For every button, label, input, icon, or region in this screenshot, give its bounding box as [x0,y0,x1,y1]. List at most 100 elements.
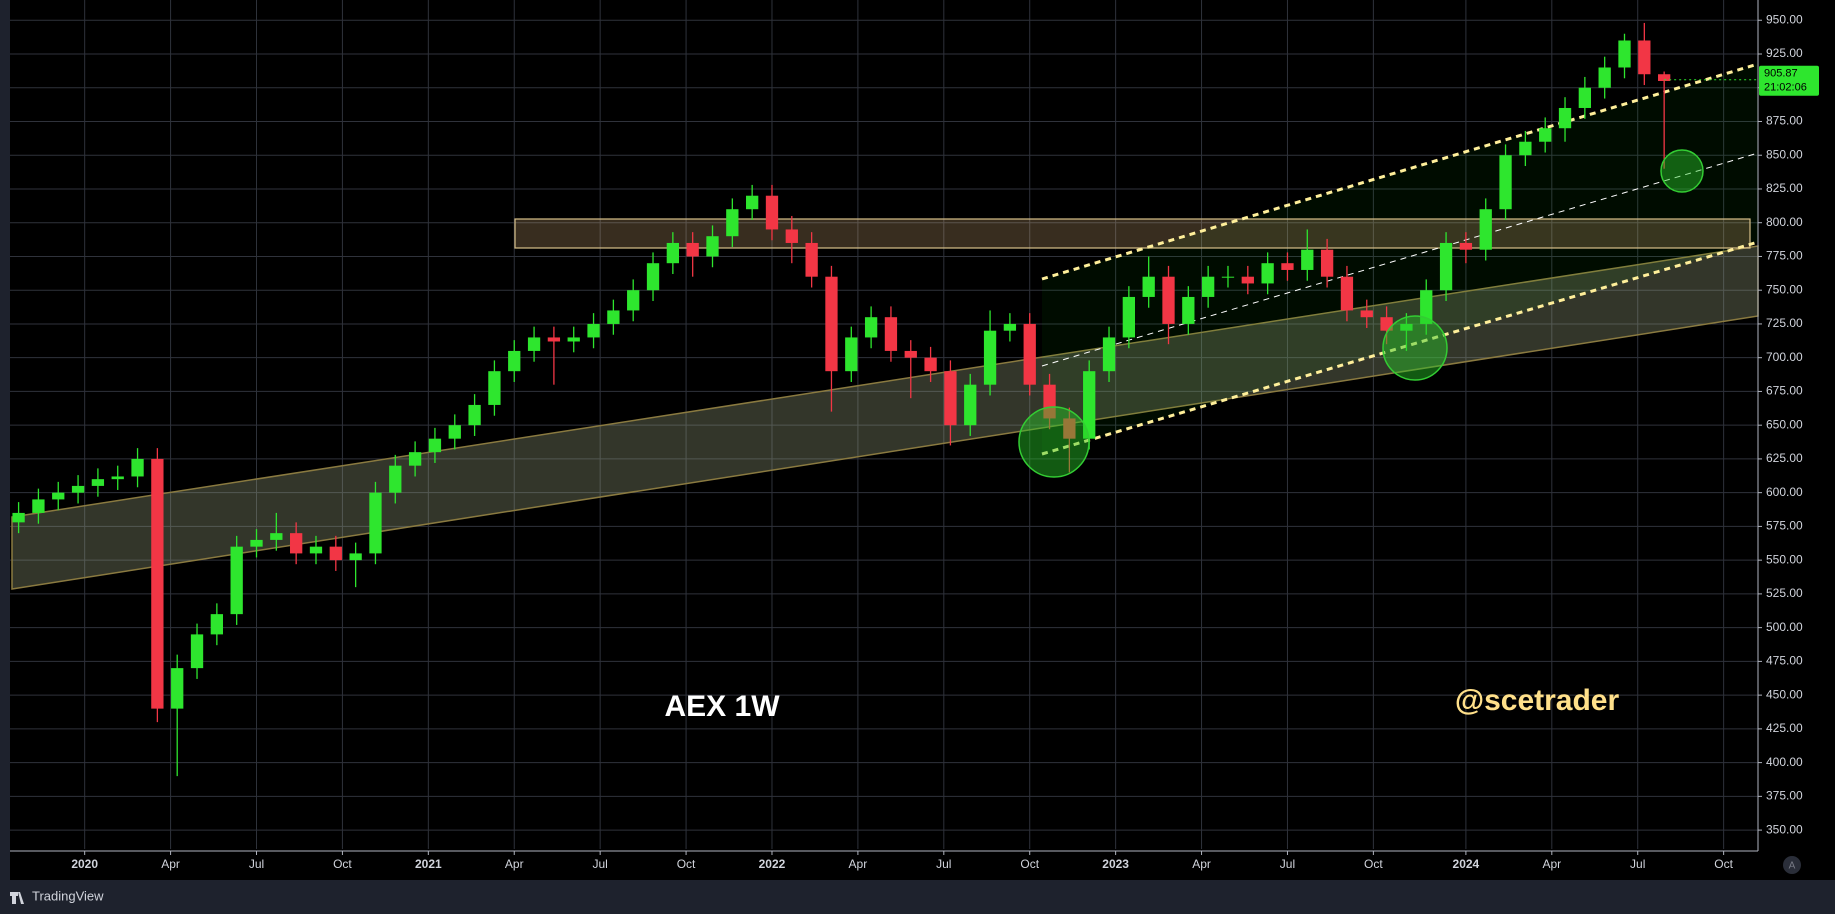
candle-body [1400,323,1413,331]
left-edge [0,0,10,880]
candle-body [111,476,124,480]
candle-body [686,242,699,257]
auto-scale-button[interactable] [1783,856,1801,874]
candle-body [488,371,501,405]
candle-body [1519,141,1532,156]
candle-body [1420,290,1433,324]
candle-body [71,485,85,493]
candle-body [171,668,184,709]
x-tick-label: Oct [333,857,352,871]
candle-body [1003,323,1017,331]
candle-body [1182,296,1195,324]
candle-body [845,337,858,372]
candle-body [567,337,580,342]
y-tick-label: 875.00 [1766,114,1803,128]
candle-body [765,195,779,230]
candle-body [250,539,263,547]
candle-body [210,614,223,635]
candle-body [1618,40,1631,68]
candle-body [1261,263,1274,284]
x-tick-label: 2020 [71,857,98,871]
y-tick-label: 800.00 [1766,215,1803,229]
candle-body [587,323,600,338]
candle-body [1083,371,1096,439]
resistance-zone [514,218,1751,249]
channel-upper [1041,62,1759,281]
y-tick-label: 925.00 [1766,46,1803,60]
candle-body [1638,40,1651,75]
candle-body [607,310,620,324]
x-tick-label: Jul [592,857,607,871]
candle-body [964,384,977,426]
y-tick-label: 700.00 [1766,350,1803,364]
candle-body [1221,276,1235,278]
x-tick-label: Apr [1542,857,1561,871]
x-tick-label: Apr [161,857,180,871]
x-tick-label: Oct [1020,857,1039,871]
candle-body [904,350,917,358]
candle-body [1578,87,1591,108]
candle-body [1598,67,1611,88]
candle-body [1202,276,1215,297]
candle-body [1499,155,1512,210]
x-tick-label: Apr [849,857,868,871]
highlight-circle [1382,315,1448,381]
candle-body [527,337,541,351]
y-tick-label: 475.00 [1766,654,1803,668]
candle-body [290,533,303,554]
x-tick-label: Oct [1714,857,1733,871]
candle-body [1023,323,1036,385]
x-tick-label: Oct [677,857,696,871]
candle-body [1439,242,1453,291]
y-tick-label: 425.00 [1766,721,1803,735]
candle-body [746,195,759,210]
x-tick-label: 2022 [759,857,786,871]
y-tick-label: 400.00 [1766,755,1803,769]
candle-body [646,263,660,291]
candle-body [864,317,878,338]
candle-body [726,209,739,237]
candle-body [627,290,640,311]
candle-body [1281,263,1294,270]
brand-name: TradingView [32,888,104,903]
trend-channel-fill [1042,64,1758,454]
candle-body [448,425,461,439]
candle-body [1360,310,1373,318]
candle-body [508,350,521,372]
candle-body [309,546,323,554]
axes: 350.00 375.00 400.00 425.00 450.00 475.00 500.… [71,12,1819,871]
candle-body [1658,74,1671,81]
candle-body [408,452,422,466]
footer-bar [0,880,1835,914]
candle-body [1539,128,1552,142]
y-tick-label: 600.00 [1766,485,1803,499]
x-tick-label: 2023 [1102,857,1129,871]
candle-body [270,533,283,540]
y-tick-label: 625.00 [1766,451,1803,465]
candle-body [805,242,818,277]
candle-body [468,404,481,426]
y-tick-label: 525.00 [1766,586,1803,600]
candle-body [1320,249,1334,277]
candle-body [983,330,997,385]
x-tick-label: Jul [1630,857,1645,871]
candle-body [706,236,719,257]
y-tick-label: 500.00 [1766,620,1803,634]
grid [10,0,1758,849]
candle-body [1558,107,1572,129]
x-tick-label: Jul [936,857,951,871]
candle-body [329,546,342,561]
channel-mid [1041,152,1759,367]
candle-body [1043,384,1056,419]
candle-body [1241,276,1254,284]
x-tick-label: Jul [249,857,264,871]
candle-body [1340,276,1354,311]
candle-body [190,634,204,669]
auto-scale-label: A [1789,861,1796,872]
y-tick-label: 650.00 [1766,417,1803,431]
brand-logo [10,892,24,904]
candle-body [1479,209,1492,250]
candle-body [1459,242,1473,250]
candle-body [944,371,957,426]
